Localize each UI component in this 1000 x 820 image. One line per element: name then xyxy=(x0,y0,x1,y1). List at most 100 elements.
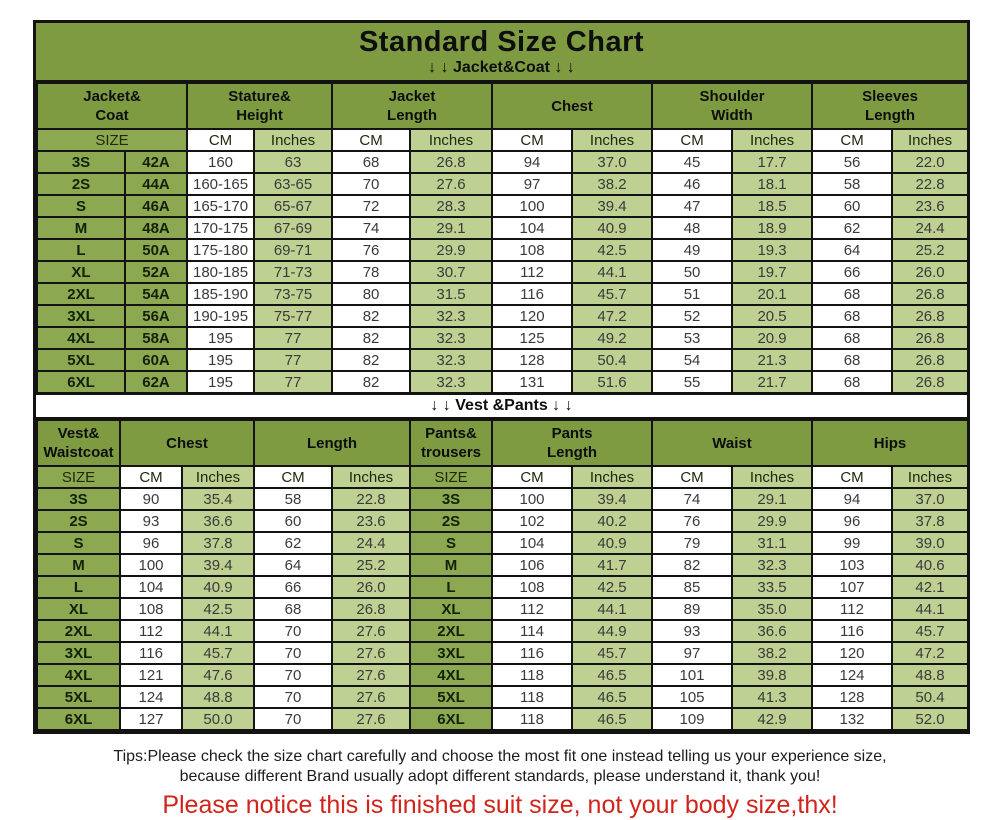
measurement-cell: 68 xyxy=(253,597,333,621)
measurement-cell: 26.8 xyxy=(891,370,970,394)
measurement-cell: 118 xyxy=(491,707,573,731)
size-cell: M xyxy=(409,553,493,577)
measurement-cell: 40.6 xyxy=(891,553,970,577)
size-cell: 46A xyxy=(123,194,189,218)
measurement-cell: 33.5 xyxy=(730,575,814,599)
measurement-cell: 26.0 xyxy=(331,575,411,599)
measurement-cell: 73-75 xyxy=(253,282,334,306)
measurement-cell: 109 xyxy=(651,707,733,731)
size-cell: 3S xyxy=(36,487,121,511)
measurement-cell: 36.6 xyxy=(730,619,814,643)
size-cell: 3XL xyxy=(36,304,126,328)
measurement-cell: 82 xyxy=(651,553,733,577)
column-group-header: Waist xyxy=(650,419,814,467)
size-column-header: SIZE xyxy=(36,465,121,489)
measurement-cell: 26.8 xyxy=(891,282,970,306)
measurement-cell: 30.7 xyxy=(409,260,494,284)
measurement-cell: 17.7 xyxy=(731,150,814,174)
measurement-cell: 68 xyxy=(811,348,894,372)
measurement-cell: 26.8 xyxy=(331,597,411,621)
tips-line-1: Tips:Please check the size chart careful… xyxy=(113,748,887,765)
measurement-cell: 39.0 xyxy=(891,531,970,555)
measurement-cell: 31.1 xyxy=(730,531,814,555)
measurement-cell: 28.3 xyxy=(409,194,494,218)
measurement-cell: 60 xyxy=(811,194,894,218)
column-group-header: Shoulder Width xyxy=(651,82,814,130)
measurement-cell: 22.8 xyxy=(891,172,970,196)
measurement-cell: 97 xyxy=(651,641,733,665)
measurement-cell: 70 xyxy=(253,707,333,731)
measurement-cell: 27.6 xyxy=(331,641,411,665)
measurement-cell: 79 xyxy=(651,531,733,555)
measurement-cell: 32.3 xyxy=(730,553,814,577)
measurement-cell: 21.3 xyxy=(731,348,814,372)
size-cell: XL xyxy=(409,597,493,621)
measurement-cell: 64 xyxy=(811,238,894,262)
measurement-cell: 175-180 xyxy=(186,238,256,262)
finished-size-notice: Please notice this is finished suit size… xyxy=(162,791,838,819)
measurement-cell: 104 xyxy=(491,216,574,240)
measurement-cell: 89 xyxy=(651,597,733,621)
measurement-cell: 58 xyxy=(253,487,333,511)
size-chart-panel: Standard Size Chart ↓ ↓ Jacket&Coat ↓ ↓ … xyxy=(33,20,970,734)
measurement-cell: 78 xyxy=(331,260,412,284)
measurement-cell: 51 xyxy=(651,282,734,306)
measurement-cell: 40.9 xyxy=(571,531,653,555)
measurement-cell: 107 xyxy=(811,575,894,599)
measurement-cell: 37.8 xyxy=(891,509,970,533)
size-cell: 50A xyxy=(123,238,189,262)
measurement-cell: 77 xyxy=(253,370,334,394)
measurement-cell: 55 xyxy=(651,370,734,394)
measurement-cell: 195 xyxy=(186,326,256,350)
measurement-cell: 63-65 xyxy=(253,172,334,196)
unit-header: CM xyxy=(811,128,894,152)
size-cell: L xyxy=(36,575,121,599)
unit-header: CM xyxy=(491,465,573,489)
measurement-cell: 45.7 xyxy=(571,282,654,306)
unit-header: Inches xyxy=(409,128,494,152)
measurement-cell: 40.9 xyxy=(571,216,654,240)
measurement-cell: 26.0 xyxy=(891,260,970,284)
measurement-cell: 116 xyxy=(811,619,894,643)
size-cell: 3S xyxy=(36,150,126,174)
table-row: S 96 37.8 62 24.4 S 104 40.9 79 31.1 99 39.0 xyxy=(36,531,970,555)
unit-header: Inches xyxy=(331,465,411,489)
measurement-cell: 44.1 xyxy=(181,619,255,643)
measurement-cell: 68 xyxy=(811,326,894,350)
table-row: 2S 93 36.6 60 23.6 2S 102 40.2 76 29.9 96 37.8 xyxy=(36,509,970,533)
measurement-cell: 100 xyxy=(491,194,574,218)
measurement-cell: 58 xyxy=(811,172,894,196)
size-cell: 4XL xyxy=(36,663,121,687)
column-group-header: Jacket Length xyxy=(331,82,494,130)
measurement-cell: 23.6 xyxy=(331,509,411,533)
column-group-header: Sleeves Length xyxy=(811,82,970,130)
table-row: 6XL 127 50.0 70 27.6 6XL 118 46.5 109 42.9 132 52.0 xyxy=(36,707,970,731)
unit-header: Inches xyxy=(571,128,654,152)
measurement-cell: 67-69 xyxy=(253,216,334,240)
measurement-cell: 70 xyxy=(253,663,333,687)
measurement-cell: 68 xyxy=(811,304,894,328)
measurement-cell: 160-165 xyxy=(186,172,256,196)
size-cell: 44A xyxy=(123,172,189,196)
vest-section-banner: ↓ ↓ Vest &Pants ↓ ↓ xyxy=(36,394,967,419)
measurement-cell: 60 xyxy=(253,509,333,533)
measurement-cell: 74 xyxy=(331,216,412,240)
unit-header: CM xyxy=(651,465,733,489)
size-cell: 4XL xyxy=(36,326,126,350)
measurement-cell: 195 xyxy=(186,348,256,372)
measurement-cell: 76 xyxy=(331,238,412,262)
size-cell: 42A xyxy=(123,150,189,174)
measurement-cell: 45 xyxy=(651,150,734,174)
unit-header-row: SIZE CM Inches CM Inches CM Inches CM Inches CM In… xyxy=(35,128,970,152)
measurement-cell: 70 xyxy=(253,685,333,709)
measurement-cell: 108 xyxy=(491,575,573,599)
measurement-cell: 125 xyxy=(491,326,574,350)
measurement-cell: 68 xyxy=(811,370,894,394)
size-cell: 2XL xyxy=(409,619,493,643)
measurement-cell: 165-170 xyxy=(186,194,256,218)
measurement-cell: 106 xyxy=(491,553,573,577)
measurement-cell: 96 xyxy=(811,509,894,533)
size-cell: 54A xyxy=(123,282,189,306)
measurement-cell: 31.5 xyxy=(409,282,494,306)
table-row: 4XL 58A 195 77 82 32.3 125 49.2 53 20.9 68 26.8 xyxy=(36,326,970,350)
